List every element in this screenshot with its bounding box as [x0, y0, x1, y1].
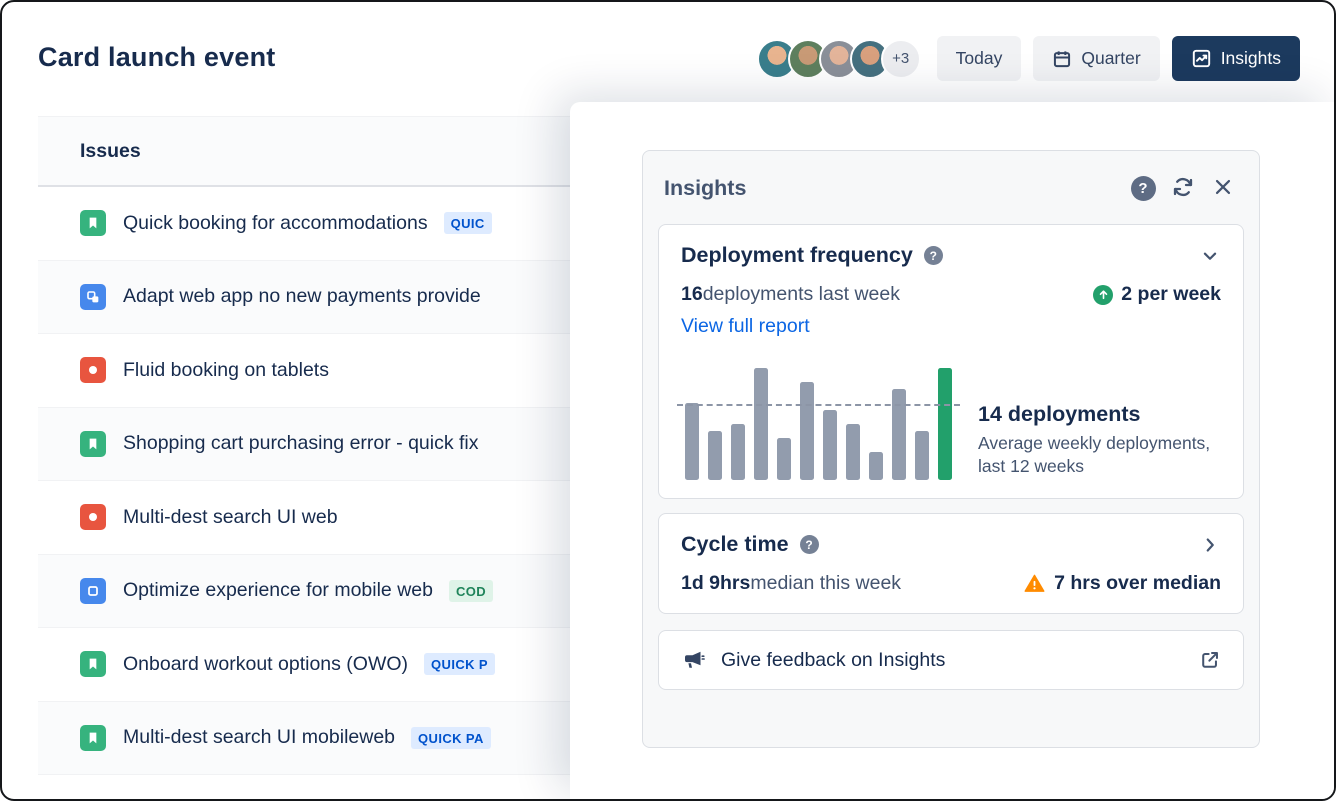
deployment-chart-row: 14 deployments Average weekly deployment…: [677, 362, 1221, 480]
deployment-frequency-card: Deployment frequency ? 16 deployments la…: [658, 224, 1244, 499]
today-button[interactable]: Today: [936, 36, 1022, 81]
chart-bar: [823, 410, 837, 480]
chart-bar: [685, 403, 699, 480]
deployment-frequency-title: Deployment frequency: [681, 243, 913, 267]
chart-bar: [892, 389, 906, 480]
insights-button-label: Insights: [1220, 48, 1281, 68]
issue-badge: QUICK P: [424, 653, 496, 676]
chevron-down-icon[interactable]: [1199, 245, 1221, 267]
close-button[interactable]: [1208, 173, 1238, 203]
deployment-stats-row: 16 deployments last week 2 per week: [681, 283, 1221, 306]
issues-header-label: Issues: [80, 139, 141, 162]
bug-icon: [80, 357, 106, 384]
help-icon: ?: [1130, 175, 1156, 201]
insights-button[interactable]: Insights: [1171, 36, 1300, 81]
arrow-up-icon: [1093, 284, 1114, 305]
chart-bar-current-week: [938, 368, 952, 480]
average-deployments-value: 14 deployments: [978, 401, 1141, 426]
task-icon: [80, 577, 106, 604]
issue-title: Optimize experience for mobile web: [123, 579, 433, 602]
chart-bar: [777, 438, 791, 480]
deployments-count: 16: [681, 283, 703, 305]
today-button-label: Today: [955, 48, 1003, 68]
average-deployments-caption: Average weekly deployments, last 12 week…: [978, 432, 1211, 476]
chart-trend-icon: [1191, 48, 1212, 69]
chevron-right-icon[interactable]: [1199, 534, 1221, 556]
cycle-time-title: Cycle time: [681, 532, 789, 556]
help-button[interactable]: ?: [1128, 173, 1158, 203]
quarter-button-label: Quarter: [1081, 48, 1141, 68]
chart-bar: [846, 424, 860, 480]
page-title: Card launch event: [38, 42, 276, 72]
feedback-label: Give feedback on Insights: [721, 648, 946, 671]
story-icon: [80, 210, 106, 237]
refresh-icon: [1171, 175, 1195, 202]
delta-label: 2 per week: [1121, 283, 1221, 305]
issue-badge: QUIC: [443, 212, 492, 235]
issue-title: Quick booking for accommodations: [123, 211, 428, 234]
deployments-label: deployments last week: [702, 283, 900, 305]
issue-title: Onboard workout options (OWO): [123, 652, 409, 675]
issue-title: Multi-dest search UI mobileweb: [123, 726, 396, 749]
close-icon: [1212, 176, 1234, 201]
bug-icon: [80, 504, 106, 531]
chart-bar: [915, 431, 929, 480]
issue-title: Shopping cart purchasing error - quick f…: [123, 432, 479, 455]
cycle-warning: 7 hrs over median: [1023, 572, 1221, 595]
insights-panel: Insights ? Deployment fre: [642, 150, 1260, 748]
megaphone-icon: [681, 648, 705, 672]
subtask-icon: [80, 283, 106, 310]
help-icon[interactable]: ?: [799, 535, 819, 554]
quarter-button[interactable]: Quarter: [1033, 36, 1160, 81]
warning-icon: [1023, 572, 1046, 595]
issue-title: Adapt web app no new payments provide: [123, 285, 481, 308]
chart-bar: [731, 424, 745, 480]
chart-bar: [869, 452, 883, 480]
deployment-chart: [677, 362, 960, 480]
insights-panel-header: Insights ?: [658, 166, 1244, 210]
refresh-button[interactable]: [1168, 173, 1198, 203]
issue-title: Fluid booking on tablets: [123, 358, 329, 381]
insights-overlay: Insights ? Deployment fre: [570, 102, 1334, 799]
cycle-time-label: median this week: [750, 572, 902, 594]
story-icon: [80, 724, 106, 751]
header-actions: +3 Today Quarter Insights: [756, 36, 1300, 81]
story-icon: [80, 651, 106, 678]
cycle-stats-row: 1d 9hrs median this week 7 hrs over medi…: [681, 572, 1221, 595]
view-full-report-link[interactable]: View full report: [681, 315, 810, 337]
deployment-delta: 2 per week: [1093, 283, 1221, 306]
insights-panel-title: Insights: [664, 175, 747, 200]
avatar-stack: +3: [756, 38, 921, 79]
external-link-icon[interactable]: [1199, 649, 1221, 671]
issue-title: Multi-dest search UI web: [123, 505, 338, 528]
chart-bar: [754, 368, 768, 480]
avatar-overflow-count[interactable]: +3: [880, 38, 921, 79]
help-icon[interactable]: ?: [923, 246, 943, 265]
chart-bar: [800, 382, 814, 480]
calendar-icon: [1052, 49, 1072, 69]
cycle-warning-label: 7 hrs over median: [1054, 572, 1221, 594]
issue-badge: COD: [448, 579, 494, 602]
chart-annotation: 14 deployments Average weekly deployment…: [978, 402, 1221, 480]
cycle-time-card: Cycle time ? 1d 9hrs median this week 7 …: [658, 513, 1244, 614]
feedback-card[interactable]: Give feedback on Insights: [658, 630, 1244, 690]
average-line: [677, 404, 960, 406]
chart-bar: [708, 431, 722, 480]
cycle-time-value: 1d 9hrs: [681, 572, 751, 594]
story-icon: [80, 430, 106, 457]
issue-badge: QUICK PA: [411, 726, 491, 749]
